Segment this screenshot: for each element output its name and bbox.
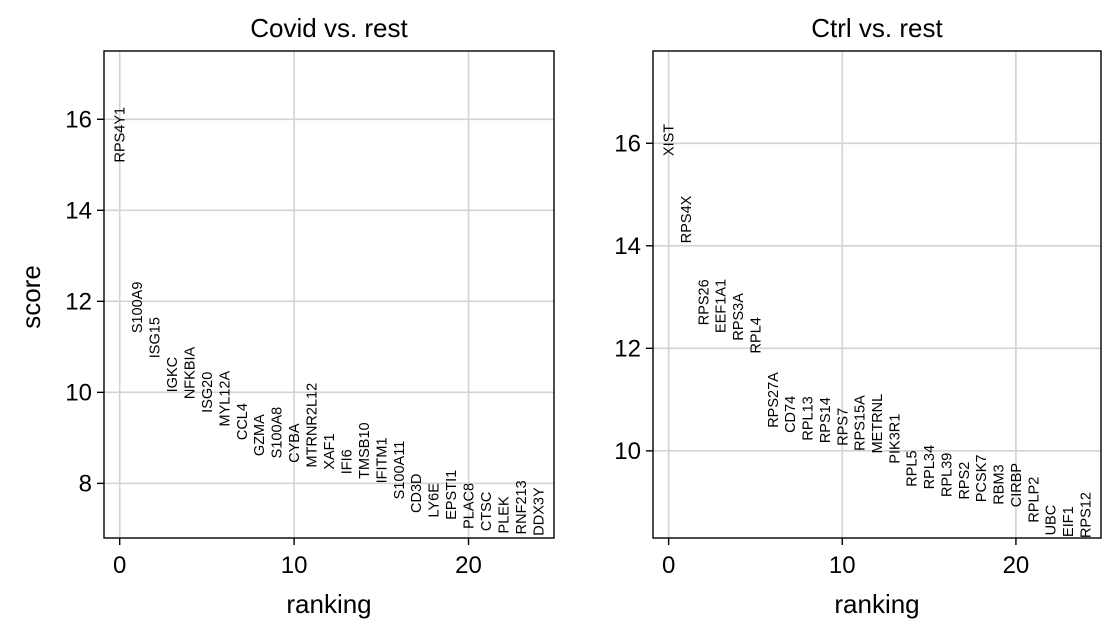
y-tick-label: 10 [614, 438, 641, 465]
gene-label: RPS12 [1078, 492, 1094, 538]
panel-covid: Covid vs. rest ranking RPS4Y1 S100A9ISG15… [65, 13, 555, 619]
gene-label: RPLP2 [1026, 477, 1042, 523]
gene-label: ISG15 [148, 317, 164, 358]
gene-label: RPS4X [679, 195, 695, 243]
gene-label: RPS27A [766, 372, 782, 428]
gene-label: PCSK7 [974, 455, 990, 503]
gene-label: DDX3Y [531, 487, 547, 536]
gene-label: IFI6 [339, 449, 355, 474]
x-tick-label: 10 [829, 552, 856, 579]
gene-label: RPL4 [748, 317, 764, 353]
gene-label: RBM3 [992, 464, 1008, 504]
chart-title: Covid vs. rest [250, 13, 408, 43]
y-tick-label: 12 [65, 288, 92, 315]
gene-label: CIRBP [1009, 463, 1025, 507]
gene-label: RNF213 [514, 480, 530, 534]
gene-label: PLAC8 [462, 483, 478, 529]
gene-label: IFITM1 [374, 437, 390, 483]
y-tick-label: 8 [79, 470, 92, 497]
y-tick-label: 16 [65, 106, 92, 133]
grid [104, 51, 554, 538]
x-tick-label: 20 [455, 552, 482, 579]
gene-label: CYBA [287, 423, 303, 463]
gene-label: TMSB10 [357, 422, 373, 478]
y-tick-label: 10 [65, 379, 92, 406]
gene-label: RPS14 [818, 397, 834, 443]
gene-label: CD3D [409, 473, 425, 512]
gene-label: EIF1 [1061, 506, 1077, 537]
chart-title: Ctrl vs. rest [811, 13, 943, 43]
gene-label: EPSTI1 [444, 470, 460, 520]
gene-label: METRNL [870, 394, 886, 454]
axes-frame [103, 50, 555, 539]
grid [653, 51, 1101, 538]
x-tick-label: 0 [113, 552, 126, 579]
gene-label: IGKC [165, 357, 181, 392]
gene-label: MYL12A [217, 371, 233, 427]
x-tick-label: 0 [662, 552, 675, 579]
gene-label: RPS3A [731, 293, 747, 341]
gene-label: RPL5 [905, 450, 921, 486]
gene-label: RPS2 [957, 462, 973, 500]
gene-label: RPL39 [939, 453, 955, 497]
gene-label: RPS26 [696, 279, 712, 325]
gene-label: MTRNR2L12 [305, 383, 321, 468]
gene-label: S100A11 [392, 441, 408, 500]
x-tick-label: 20 [1003, 552, 1030, 579]
gene-label: XAF1 [322, 433, 338, 469]
figure-ylabel: score [16, 265, 46, 329]
gene-label: LY6E [427, 483, 443, 518]
gene-label: CTSC [479, 492, 495, 531]
gene-label: NFKBIA [182, 346, 198, 399]
ticks: 0 10 20 10 12 14 16 [614, 130, 1029, 579]
gene-label: RPL34 [922, 445, 938, 489]
x-axis-label: ranking [286, 589, 371, 619]
gene-label: XIST [662, 124, 678, 156]
gene-label: RPS7 [835, 408, 851, 446]
gene-label: PIK3R1 [887, 414, 903, 464]
gene-label: UBC [1044, 505, 1060, 536]
gene-label: CD74 [783, 396, 799, 433]
gene-label: PLEK [496, 496, 512, 533]
x-tick-label: 10 [281, 552, 308, 579]
y-tick-label: 12 [614, 335, 641, 362]
gene-label: S100A9 [130, 282, 146, 334]
gene-label: GZMA [252, 414, 268, 456]
ticks: 0 10 20 8 10 12 14 16 [65, 106, 482, 579]
y-tick-label: 16 [614, 130, 641, 157]
gene-label: ISG20 [200, 372, 216, 413]
y-tick-label: 14 [614, 233, 641, 260]
gene-label: RPS4Y1 [113, 107, 129, 163]
x-axis-label: ranking [834, 589, 919, 619]
gene-label: RPS15A [853, 395, 869, 451]
gene-label: S100A8 [270, 407, 286, 459]
gene-label: CCL4 [235, 403, 251, 440]
panel-ctrl: Ctrl vs. rest ranking XIST RPS4X RPS26 EEF1… [614, 13, 1102, 619]
axes-frame [652, 50, 1102, 539]
y-tick-label: 14 [65, 197, 92, 224]
gene-label: RPL13 [801, 396, 817, 440]
gene-label: EEF1A1 [714, 279, 730, 333]
